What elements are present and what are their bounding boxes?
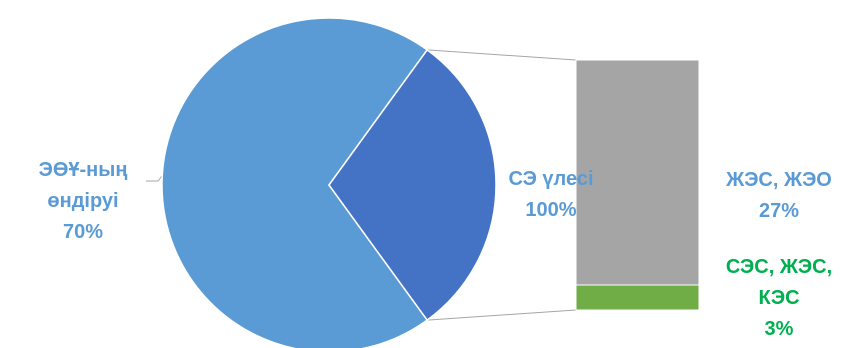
label-share-line-1: СЭ үлесі: [508, 168, 593, 190]
pie-slice-generation: [161, 17, 429, 348]
label-segment-2-line-1: СЭС, ЖЭС,: [726, 256, 832, 278]
label-segment-1-line-2: 27%: [759, 200, 799, 222]
label-segment-1: ЖЭС, ЖЭО 27%: [725, 169, 832, 222]
stacked-bar-group: [575, 59, 700, 311]
connector-line-bottom: [427, 309, 577, 321]
label-segment-2-line-2: КЭС: [758, 287, 799, 309]
label-generation-line-2: өндіруі: [47, 190, 118, 212]
bar-segment-1: [575, 59, 700, 286]
bar-segment-2: [575, 284, 700, 311]
label-segment-2-line-3: 3%: [765, 318, 794, 340]
label-generation-line-3: 70%: [63, 221, 103, 243]
label-share: СЭ үлесі 100%: [508, 168, 593, 221]
pie-group: [161, 17, 497, 348]
data-labels: ЭӨҰ-ның өндіруі 70% СЭ үлесі 100% ЖЭС, ЖЭО 27%…: [39, 159, 833, 340]
label-segment-1-line-1: ЖЭС, ЖЭО: [725, 169, 832, 191]
label-segment-2: СЭС, ЖЭС, КЭС 3%: [726, 256, 832, 340]
pie-slice-share: [328, 48, 497, 322]
label-generation-line-1: ЭӨҰ-ның: [39, 159, 128, 181]
connector-line-top: [427, 49, 577, 61]
label-generation: ЭӨҰ-ның өндіруі 70%: [39, 159, 128, 243]
label-share-line-2: 100%: [525, 199, 576, 221]
